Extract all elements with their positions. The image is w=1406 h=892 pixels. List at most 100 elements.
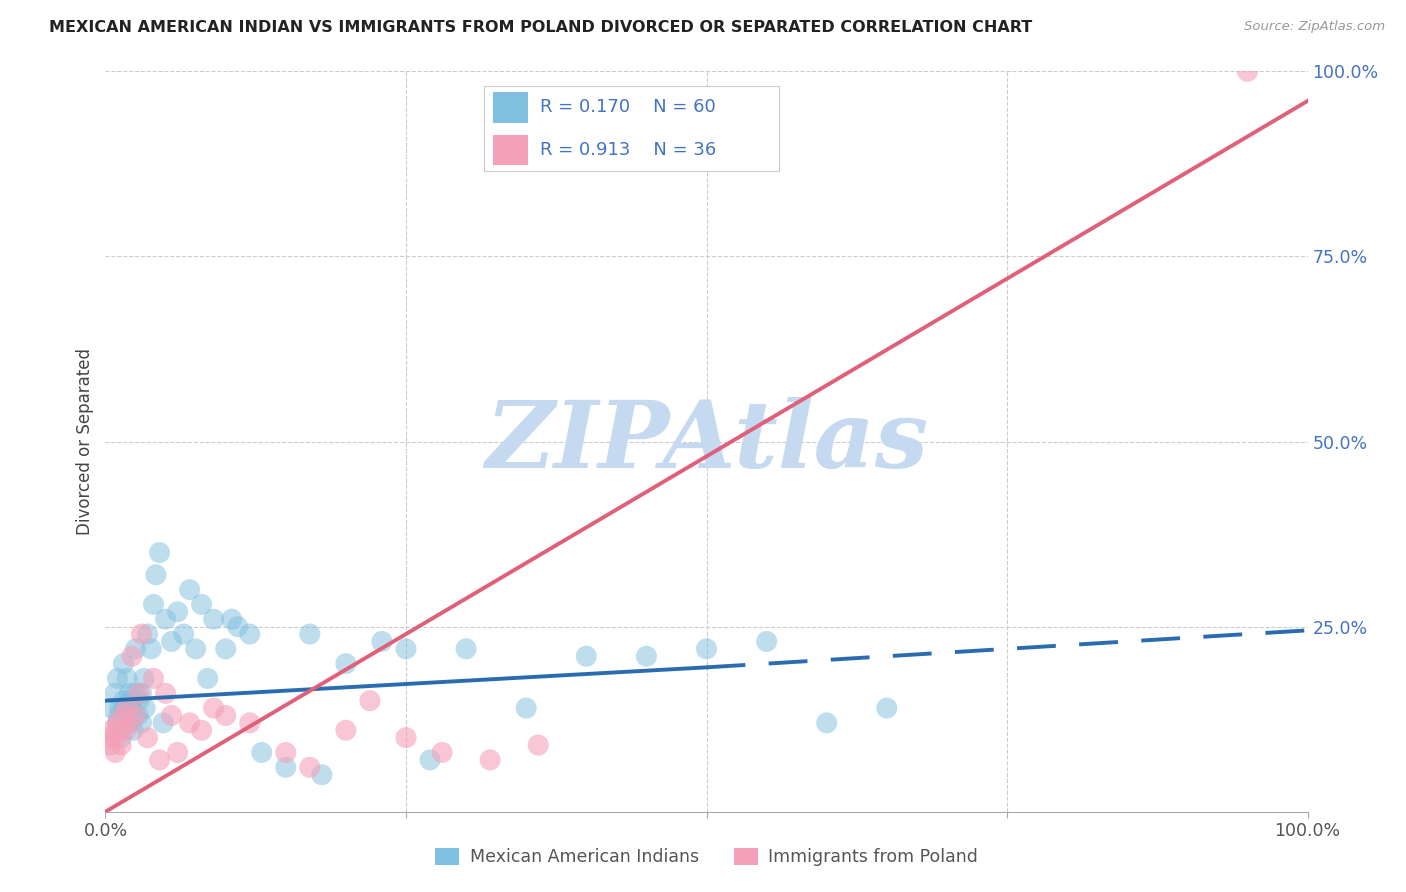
Point <box>166 605 188 619</box>
Point <box>112 657 135 671</box>
Point <box>112 708 135 723</box>
Point <box>107 708 129 723</box>
Point <box>145 567 167 582</box>
Point <box>184 641 207 656</box>
Point <box>214 708 236 723</box>
Point <box>114 701 136 715</box>
Point <box>359 694 381 708</box>
Point <box>121 649 143 664</box>
Point <box>124 708 146 723</box>
Point <box>160 634 183 648</box>
Point <box>395 641 418 656</box>
Point <box>311 767 333 781</box>
Point <box>136 627 159 641</box>
Point <box>100 701 122 715</box>
Point <box>115 723 138 738</box>
Point <box>214 641 236 656</box>
Point <box>371 634 394 648</box>
Point <box>335 723 357 738</box>
Point <box>108 723 131 738</box>
Point <box>335 657 357 671</box>
Point <box>118 715 141 730</box>
Point <box>395 731 418 745</box>
Point <box>419 753 441 767</box>
Point <box>112 694 135 708</box>
Point <box>239 627 262 641</box>
Point <box>190 598 212 612</box>
Point <box>239 715 262 730</box>
Y-axis label: Divorced or Separated: Divorced or Separated <box>76 348 94 535</box>
Point <box>128 686 150 700</box>
Point <box>131 715 153 730</box>
Point <box>755 634 778 648</box>
Point <box>142 598 165 612</box>
Text: MEXICAN AMERICAN INDIAN VS IMMIGRANTS FROM POLAND DIVORCED OR SEPARATED CORRELAT: MEXICAN AMERICAN INDIAN VS IMMIGRANTS FR… <box>49 20 1032 35</box>
Point <box>274 760 297 774</box>
Point <box>155 612 177 626</box>
Point <box>115 708 138 723</box>
Point <box>100 723 122 738</box>
Point <box>527 738 550 752</box>
Point <box>107 715 129 730</box>
Point <box>132 672 155 686</box>
Point <box>197 672 219 686</box>
Point <box>190 723 212 738</box>
Point <box>515 701 537 715</box>
Point <box>479 753 502 767</box>
Point <box>118 686 141 700</box>
Text: Source: ZipAtlas.com: Source: ZipAtlas.com <box>1244 20 1385 33</box>
Bar <box>494 135 529 165</box>
Point <box>118 715 141 730</box>
Point <box>160 708 183 723</box>
Point <box>430 746 453 760</box>
Point <box>202 701 225 715</box>
Point <box>166 746 188 760</box>
Point <box>173 627 195 641</box>
Point <box>274 746 297 760</box>
Point <box>696 641 718 656</box>
Point <box>103 731 125 745</box>
Point <box>131 686 153 700</box>
Point <box>575 649 598 664</box>
Point <box>121 701 143 715</box>
Text: ZIPAtlas: ZIPAtlas <box>485 397 928 486</box>
Point <box>104 686 127 700</box>
Point <box>124 641 146 656</box>
Legend: Mexican American Indians, Immigrants from Poland: Mexican American Indians, Immigrants fro… <box>427 841 986 873</box>
Point <box>179 582 201 597</box>
Point <box>179 715 201 730</box>
Point <box>298 627 321 641</box>
Point <box>128 694 150 708</box>
Point <box>97 731 120 745</box>
Point <box>131 627 153 641</box>
Point <box>110 738 132 752</box>
Point <box>152 715 174 730</box>
Point <box>226 619 249 633</box>
Point <box>115 701 138 715</box>
Point <box>115 672 138 686</box>
Point <box>134 701 156 715</box>
Point <box>815 715 838 730</box>
Point <box>636 649 658 664</box>
Point <box>155 686 177 700</box>
Text: R = 0.913    N = 36: R = 0.913 N = 36 <box>540 141 716 159</box>
Point <box>148 753 170 767</box>
Point <box>221 612 243 626</box>
Point <box>298 760 321 774</box>
Point <box>1236 64 1258 78</box>
Point <box>136 731 159 745</box>
Point <box>148 546 170 560</box>
Point <box>454 641 477 656</box>
Text: R = 0.170    N = 60: R = 0.170 N = 60 <box>540 98 716 117</box>
Point <box>104 746 127 760</box>
Point <box>124 686 146 700</box>
Point <box>876 701 898 715</box>
Point <box>110 731 132 745</box>
Point <box>107 672 129 686</box>
Point <box>108 701 131 715</box>
Point <box>107 715 129 730</box>
Point <box>202 612 225 626</box>
Point <box>139 641 162 656</box>
Point <box>142 672 165 686</box>
Bar <box>494 92 529 123</box>
